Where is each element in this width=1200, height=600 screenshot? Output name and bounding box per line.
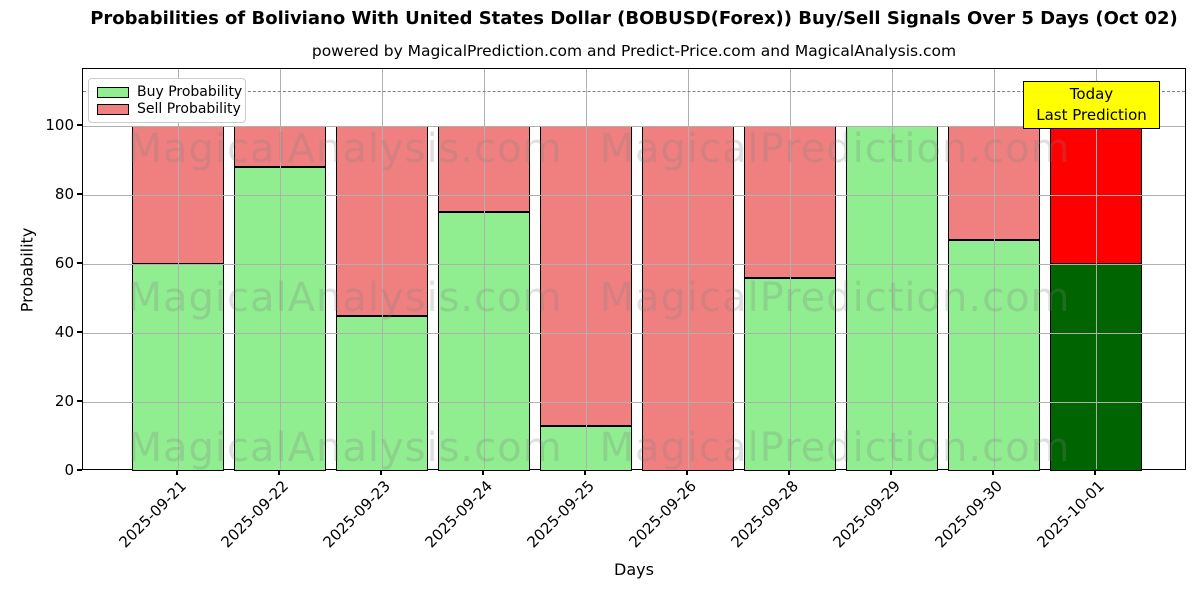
y-tick-label-60: 60 bbox=[54, 253, 74, 272]
plot-area: Buy Probability Sell Probability Today L… bbox=[82, 68, 1186, 471]
y-tick-mark-20 bbox=[77, 400, 82, 402]
y-tick-label-20: 20 bbox=[54, 391, 74, 410]
y-tick-mark-60 bbox=[77, 262, 82, 264]
gridline-x-2025-09-21 bbox=[178, 69, 179, 469]
x-tick-label-2025-10-01: 2025-10-01 bbox=[1033, 477, 1108, 552]
gridline-y-20 bbox=[83, 401, 1185, 403]
y-tick-label-80: 80 bbox=[54, 184, 74, 203]
x-axis-label: Days bbox=[614, 560, 654, 579]
gridline-x-2025-09-26 bbox=[688, 69, 689, 469]
y-tick-mark-0 bbox=[77, 469, 82, 471]
gridline-y-60 bbox=[83, 263, 1185, 265]
chart-title: Probabilities of Boliviano With United S… bbox=[90, 8, 1178, 29]
gridline-x-2025-09-23 bbox=[382, 69, 383, 469]
x-tick-mark-2025-09-21 bbox=[176, 470, 178, 475]
gridline-x-2025-09-22 bbox=[280, 69, 281, 469]
watermark-right-row2: MagicalPrediction.com bbox=[599, 275, 1071, 321]
x-tick-mark-2025-09-25 bbox=[584, 470, 586, 475]
y-tick-mark-100 bbox=[77, 124, 82, 126]
legend-item-buy: Buy Probability bbox=[97, 84, 242, 100]
x-tick-label-2025-09-29: 2025-09-29 bbox=[829, 477, 904, 552]
annotation-line-today: Today bbox=[1069, 85, 1114, 103]
today-annotation-box: Today Last Prediction bbox=[1023, 81, 1160, 129]
x-tick-label-2025-09-26: 2025-09-26 bbox=[625, 477, 700, 552]
x-tick-label-2025-09-24: 2025-09-24 bbox=[421, 477, 496, 552]
watermark-right-row3: MagicalPrediction.com bbox=[599, 425, 1071, 471]
x-tick-label-2025-09-30: 2025-09-30 bbox=[931, 477, 1006, 552]
x-tick-mark-2025-09-24 bbox=[482, 470, 484, 475]
x-tick-mark-2025-09-30 bbox=[992, 470, 994, 475]
y-tick-label-40: 40 bbox=[54, 322, 74, 341]
buy-color-swatch bbox=[97, 86, 129, 98]
legend: Buy Probability Sell Probability bbox=[88, 78, 246, 123]
watermark-right-row1: MagicalPrediction.com bbox=[599, 126, 1071, 172]
gridline-x-2025-09-28 bbox=[790, 69, 791, 469]
watermark-left-row3: MagicalAnalysis.com bbox=[127, 425, 563, 471]
x-tick-mark-2025-09-23 bbox=[380, 470, 382, 475]
gridline-y-100 bbox=[83, 125, 1185, 127]
y-tick-mark-40 bbox=[77, 331, 82, 333]
x-tick-mark-2025-09-29 bbox=[890, 470, 892, 475]
legend-label-sell: Sell Probability bbox=[137, 101, 241, 117]
y-tick-label-0: 0 bbox=[64, 461, 74, 479]
chart-subtitle: powered by MagicalPrediction.com and Pre… bbox=[311, 42, 957, 60]
legend-label-buy: Buy Probability bbox=[137, 84, 243, 100]
y-tick-mark-80 bbox=[77, 193, 82, 195]
gridline-x-2025-09-25 bbox=[586, 69, 587, 469]
annotation-line-last-prediction: Last Prediction bbox=[1036, 106, 1147, 124]
x-tick-mark-2025-09-22 bbox=[278, 470, 280, 475]
gridline-x-2025-09-29 bbox=[892, 69, 893, 469]
threshold-dashed-line bbox=[83, 91, 1185, 93]
x-tick-label-2025-09-28: 2025-09-28 bbox=[727, 477, 802, 552]
gridline-x-2025-10-01 bbox=[1096, 69, 1097, 469]
x-tick-label-2025-09-25: 2025-09-25 bbox=[523, 477, 598, 552]
gridline-x-2025-09-24 bbox=[484, 69, 485, 469]
gridline-y-40 bbox=[83, 332, 1185, 334]
legend-item-sell: Sell Probability bbox=[97, 101, 241, 117]
x-tick-label-2025-09-21: 2025-09-21 bbox=[115, 477, 190, 552]
x-tick-mark-2025-09-28 bbox=[788, 470, 790, 475]
gridline-x-2025-09-30 bbox=[994, 69, 995, 469]
x-tick-label-2025-09-23: 2025-09-23 bbox=[319, 477, 394, 552]
watermark-left-row2: MagicalAnalysis.com bbox=[127, 275, 563, 321]
x-tick-label-2025-09-22: 2025-09-22 bbox=[217, 477, 292, 552]
x-tick-mark-2025-09-26 bbox=[686, 470, 688, 475]
y-tick-label-100: 100 bbox=[45, 115, 74, 134]
x-tick-mark-2025-10-01 bbox=[1094, 470, 1096, 475]
sell-color-swatch bbox=[97, 103, 129, 115]
watermark-left-row1: MagicalAnalysis.com bbox=[127, 126, 563, 172]
gridline-y-80 bbox=[83, 194, 1185, 196]
